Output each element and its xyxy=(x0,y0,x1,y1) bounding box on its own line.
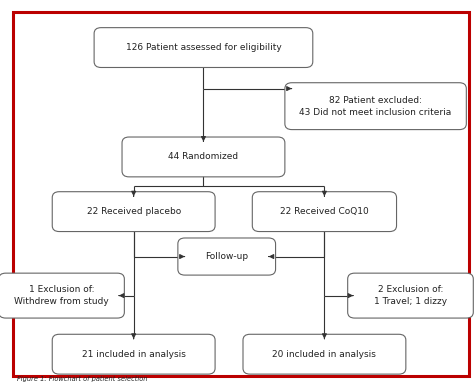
Text: 22 Received placebo: 22 Received placebo xyxy=(87,207,181,216)
Text: 44 Randomized: 44 Randomized xyxy=(168,152,238,162)
Text: 126 Patient assessed for eligibility: 126 Patient assessed for eligibility xyxy=(126,43,282,52)
Text: 20 included in analysis: 20 included in analysis xyxy=(273,350,376,359)
FancyBboxPatch shape xyxy=(52,334,215,374)
FancyBboxPatch shape xyxy=(94,28,313,67)
FancyBboxPatch shape xyxy=(252,192,397,232)
FancyBboxPatch shape xyxy=(285,83,466,130)
FancyBboxPatch shape xyxy=(0,273,124,318)
FancyBboxPatch shape xyxy=(52,192,215,232)
FancyBboxPatch shape xyxy=(122,137,285,177)
FancyBboxPatch shape xyxy=(348,273,474,318)
Text: 21 included in analysis: 21 included in analysis xyxy=(82,350,186,359)
Text: Follow-up: Follow-up xyxy=(205,252,248,261)
FancyBboxPatch shape xyxy=(243,334,406,374)
Text: 22 Received CoQ10: 22 Received CoQ10 xyxy=(280,207,369,216)
Text: 1 Exclusion of:
Withdrew from study: 1 Exclusion of: Withdrew from study xyxy=(14,285,109,306)
Text: 2 Exclusion of:
1 Travel; 1 dizzy: 2 Exclusion of: 1 Travel; 1 dizzy xyxy=(374,285,447,306)
Text: Figure 1: Flowchart of patient selection: Figure 1: Flowchart of patient selection xyxy=(18,376,148,381)
FancyBboxPatch shape xyxy=(178,238,275,275)
Text: 82 Patient excluded:
43 Did not meet inclusion criteria: 82 Patient excluded: 43 Did not meet inc… xyxy=(300,96,452,116)
